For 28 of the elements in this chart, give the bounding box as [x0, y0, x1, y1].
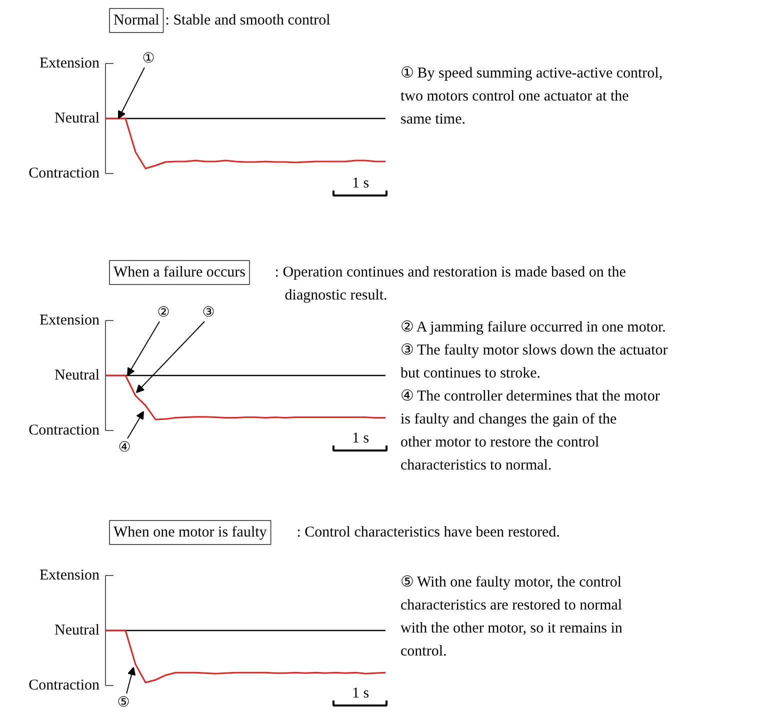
text: Contraction	[28, 678, 100, 694]
text: ⑤ With one faulty motor, the control characteristics are restored to normal with the other motor, so it remains in control.	[400, 574, 623, 660]
text: 1 s	[352, 176, 370, 192]
text: : Operation continues and restoration is made based on the diagnostic result.	[274, 264, 626, 304]
chart-title: When one motor is faulty	[114, 524, 268, 540]
text: : Control characteristics have been restored.	[296, 524, 560, 540]
text: ①	[142, 50, 155, 66]
text: ③	[202, 304, 215, 320]
text: ① By speed summing active-active control, two motors control one actuator at the same time.	[400, 66, 663, 128]
text: ②	[157, 304, 170, 320]
text: Extension	[40, 312, 100, 328]
text: 1 s	[352, 686, 370, 702]
text: Extension	[40, 568, 100, 584]
text: Neutral	[54, 368, 100, 384]
text: ④ The controller determines that the motor is faulty and changes the gain of the other motor to restore the control characteristics to normal.	[400, 388, 660, 474]
text: ③ The faulty motor slows down the actuator but continues to stroke.	[400, 342, 668, 382]
text: ④	[118, 440, 131, 456]
text: Neutral	[54, 110, 100, 126]
chart-title: When a failure occurs	[114, 264, 246, 280]
text: ② A jamming failure occurred in one motor.	[400, 320, 666, 336]
text: 1 s	[352, 430, 370, 446]
chart-subtitle: : Stable and smooth control	[165, 12, 330, 28]
text: Extension	[40, 56, 100, 72]
text: Contraction	[28, 166, 100, 182]
chart-title: Normal	[114, 12, 160, 28]
text: Contraction	[28, 422, 100, 438]
text: Neutral	[54, 622, 100, 638]
text: ⑤	[117, 694, 130, 710]
